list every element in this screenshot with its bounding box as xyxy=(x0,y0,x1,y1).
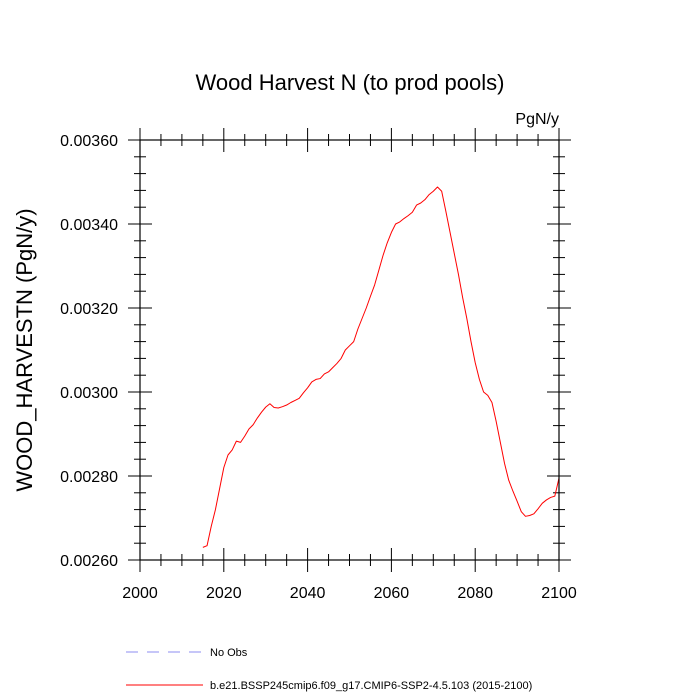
x-tick-label: 2080 xyxy=(457,585,493,602)
y-tick-label: 0.00320 xyxy=(60,301,118,318)
y-tick-label: 0.00300 xyxy=(60,385,118,402)
y-tick-label: 0.00280 xyxy=(60,469,118,486)
axis-ticks: 2000 2020 2040 2060 2080 2100 0.00260 0.00280 0.… xyxy=(60,128,577,602)
x-tick-label: 2060 xyxy=(374,585,410,602)
x-tick-label: 2040 xyxy=(290,585,326,602)
y-axis-label: WOOD_HARVESTN (PgN/y) xyxy=(12,208,37,491)
y-tick-label: 0.00360 xyxy=(60,133,118,150)
plot-frame xyxy=(139,139,560,561)
legend: No Obs b.e21.BSSP245cmip6.f09_g17.CMIP6-… xyxy=(126,647,532,692)
series-line xyxy=(202,186,560,548)
legend-series-label: b.e21.BSSP245cmip6.f09_g17.CMIP6-SSP2-4.… xyxy=(210,680,532,692)
y-tick-label: 0.00340 xyxy=(60,217,118,234)
y-tick-label: 0.00260 xyxy=(60,553,118,570)
chart-units: PgN/y xyxy=(515,111,559,128)
x-tick-label: 2000 xyxy=(122,585,158,602)
legend-no-obs-label: No Obs xyxy=(210,647,248,659)
x-tick-label: 2020 xyxy=(206,585,242,602)
chart-title: Wood Harvest N (to prod pools) xyxy=(196,70,505,95)
plot-area xyxy=(202,186,560,548)
x-tick-label: 2100 xyxy=(541,585,577,602)
